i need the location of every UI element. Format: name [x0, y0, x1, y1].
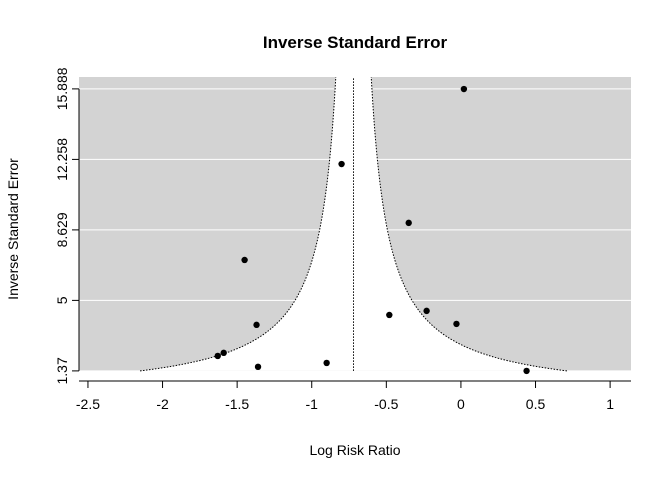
- x-tick-label: -1.5: [225, 396, 249, 412]
- y-axis-label: Inverse Standard Error: [5, 158, 21, 300]
- x-tick-label: -2.5: [76, 396, 100, 412]
- y-tick-label: 8.629: [54, 212, 70, 247]
- x-tick-label: 0.5: [526, 396, 546, 412]
- data-point: [405, 219, 412, 227]
- y-tick-label: 1.37: [54, 357, 70, 384]
- x-tick-label: -2: [156, 396, 169, 412]
- x-tick-label: 0: [457, 396, 465, 412]
- funnel-region: [140, 77, 567, 371]
- data-point: [220, 349, 227, 357]
- y-tick-label: 12.258: [54, 138, 70, 181]
- x-tick-label: -1: [306, 396, 319, 412]
- data-point: [253, 321, 260, 329]
- x-tick-label: 1: [606, 396, 614, 412]
- data-point: [523, 367, 530, 375]
- data-point: [254, 363, 262, 371]
- x-axis-label: Log Risk Ratio: [309, 442, 400, 458]
- data-point: [453, 320, 460, 328]
- x-tick-label: -0.5: [374, 396, 398, 412]
- y-tick-label: 5: [54, 296, 70, 304]
- data-point: [460, 85, 468, 93]
- data-point: [386, 311, 393, 319]
- data-point: [423, 307, 430, 315]
- data-point: [241, 256, 248, 264]
- data-point: [323, 359, 330, 367]
- data-point: [338, 160, 345, 168]
- chart-title: Inverse Standard Error: [263, 33, 448, 52]
- funnel-line: [370, 76, 568, 372]
- funnel-line: [140, 76, 337, 372]
- y-tick-label: 15.888: [54, 67, 70, 110]
- data-point: [214, 352, 221, 360]
